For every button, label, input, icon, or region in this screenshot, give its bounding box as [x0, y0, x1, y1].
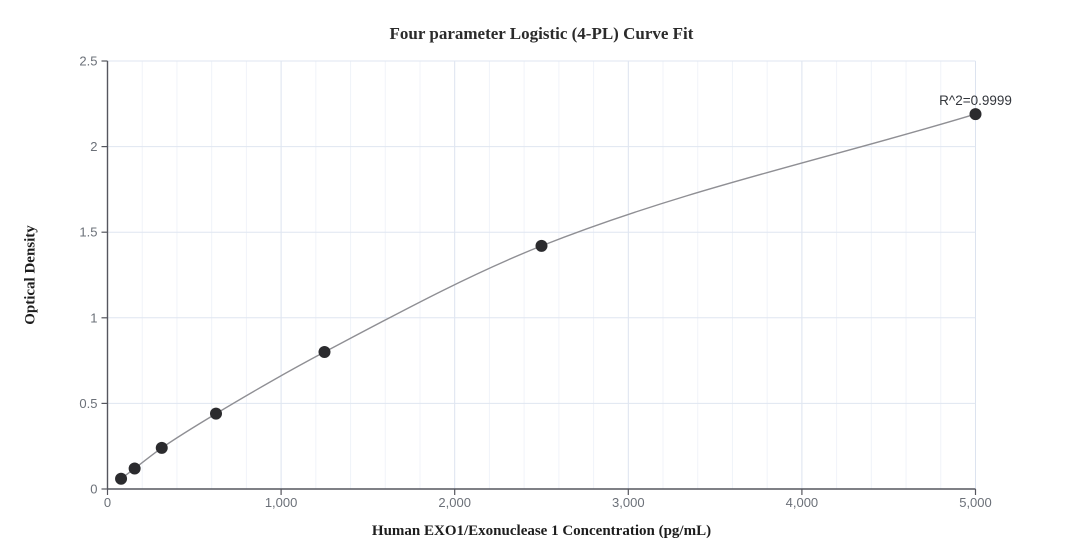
x-tick-label: 1,000 [265, 495, 298, 510]
data-point [969, 108, 982, 121]
y-tick-label: 1.5 [79, 225, 97, 240]
x-tick-label: 4,000 [786, 495, 819, 510]
r-squared-annotation: R^2=0.9999 [939, 93, 1012, 108]
data-point [155, 441, 168, 454]
y-tick-label: 1 [90, 310, 97, 325]
chart-title: Four parameter Logistic (4-PL) Curve Fit [389, 24, 694, 43]
x-axis-label: Human EXO1/Exonuclease 1 Concentration (… [371, 523, 712, 539]
data-point [210, 407, 222, 420]
x-tick-label: 2,000 [438, 495, 471, 510]
y-tick-label: 2 [90, 139, 97, 154]
x-tick-label: 3,000 [612, 495, 645, 510]
y-tick-label: 2.5 [79, 54, 97, 69]
y-tick-label: 0.5 [79, 396, 97, 411]
data-point [115, 472, 128, 485]
x-tick-label: 0 [104, 495, 111, 510]
x-tick-label: 5,000 [959, 495, 992, 510]
data-point [128, 462, 141, 475]
data-point [535, 239, 548, 252]
data-point [318, 346, 331, 359]
y-tick-label: 0 [90, 482, 97, 497]
fitted-curve [120, 113, 976, 480]
